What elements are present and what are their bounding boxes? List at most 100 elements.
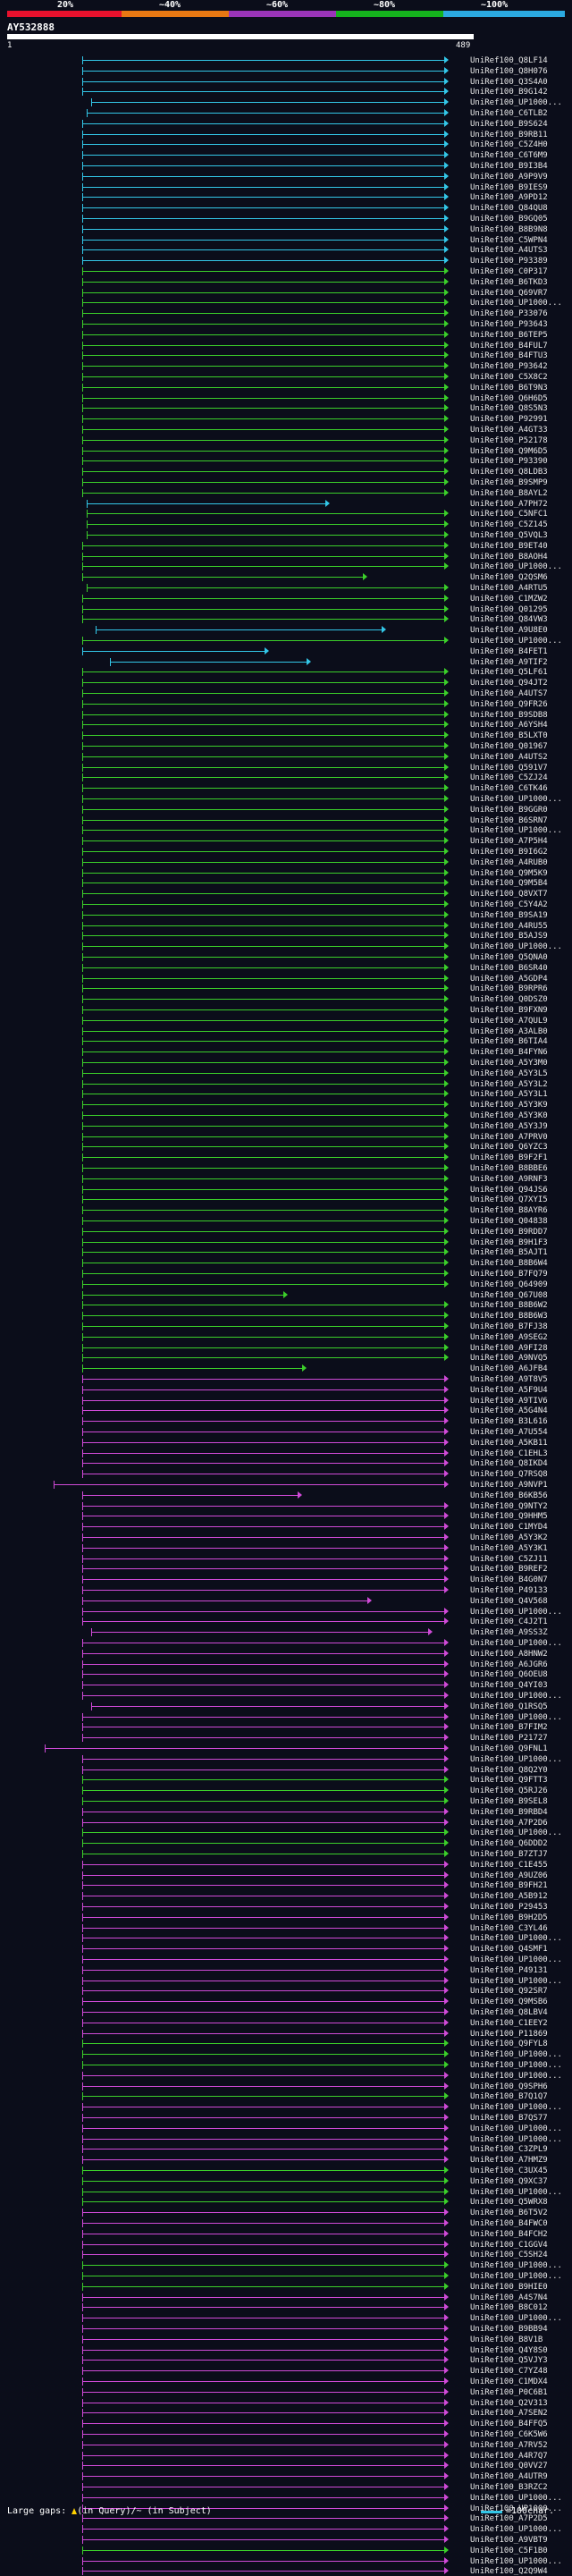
hit-label[interactable]: UniRef100_B9FXN9 bbox=[470, 1006, 548, 1015]
hit-label[interactable]: UniRef100_A7P2D5 bbox=[470, 2514, 548, 2523]
hit-label[interactable]: UniRef100_A7QUL9 bbox=[470, 1017, 548, 1026]
hit-row[interactable]: UniRef100_A9FI28 bbox=[0, 1343, 572, 1353]
hit-label[interactable]: UniRef100_A4RU55 bbox=[470, 922, 548, 931]
hit-row[interactable]: UniRef100_Q4SMF1 bbox=[0, 1944, 572, 1954]
hit-label[interactable]: UniRef100_A5Y3K9 bbox=[470, 1101, 548, 1110]
hit-alignment-bar[interactable] bbox=[82, 366, 445, 367]
hit-row[interactable]: UniRef100_A7P2D6 bbox=[0, 1818, 572, 1828]
hit-row[interactable]: UniRef100_P92991 bbox=[0, 414, 572, 424]
hit-row[interactable]: UniRef100_B9RDD7 bbox=[0, 1227, 572, 1237]
hit-row[interactable]: UniRef100_B6TEP5 bbox=[0, 330, 572, 340]
hit-label[interactable]: UniRef100_Q9M5K9 bbox=[470, 869, 548, 878]
hit-row[interactable]: UniRef100_B6T5V2 bbox=[0, 2208, 572, 2217]
hit-alignment-bar[interactable] bbox=[82, 2054, 445, 2055]
hit-row[interactable]: UniRef100_A4RU55 bbox=[0, 921, 572, 931]
hit-row[interactable]: UniRef100_Q9SPH6 bbox=[0, 2082, 572, 2091]
hit-label[interactable]: UniRef100_A9UZ06 bbox=[470, 1871, 548, 1880]
hit-row[interactable]: UniRef100_P93642 bbox=[0, 361, 572, 371]
hit-label[interactable]: UniRef100_A3ALB0 bbox=[470, 1027, 548, 1036]
hit-label[interactable]: UniRef100_A4RUB0 bbox=[470, 858, 548, 867]
hit-label[interactable]: UniRef100_B9H2D5 bbox=[470, 1913, 548, 1922]
hit-row[interactable]: UniRef100_A5F9U4 bbox=[0, 1385, 572, 1395]
hit-alignment-bar[interactable] bbox=[82, 893, 445, 894]
hit-alignment-bar[interactable] bbox=[82, 355, 445, 356]
hit-label[interactable]: UniRef100_Q67U08 bbox=[470, 1291, 548, 1300]
hit-alignment-bar[interactable] bbox=[82, 1442, 445, 1443]
hit-alignment-bar[interactable] bbox=[82, 1400, 445, 1401]
hit-alignment-bar[interactable] bbox=[82, 71, 445, 72]
hit-alignment-bar[interactable] bbox=[82, 2412, 445, 2413]
hit-label[interactable]: UniRef100_A5Y3J9 bbox=[470, 1122, 548, 1131]
hit-alignment-bar[interactable] bbox=[82, 155, 445, 156]
hit-row[interactable]: UniRef100_P49131 bbox=[0, 1965, 572, 1975]
hit-label[interactable]: UniRef100_B6KB56 bbox=[470, 1491, 548, 1500]
hit-alignment-bar[interactable] bbox=[82, 2561, 445, 2562]
hit-label[interactable]: UniRef100_A9TIV6 bbox=[470, 1397, 548, 1406]
hit-alignment-bar[interactable] bbox=[82, 1326, 445, 1327]
hit-label[interactable]: UniRef100_UP1000... bbox=[470, 637, 562, 646]
hit-alignment-bar[interactable] bbox=[82, 429, 445, 430]
hit-row[interactable]: UniRef100_C5WPN4 bbox=[0, 235, 572, 245]
hit-label[interactable]: UniRef100_UP1000... bbox=[470, 2188, 562, 2197]
hit-row[interactable]: UniRef100_B8B6W4 bbox=[0, 1258, 572, 1268]
hit-row[interactable]: UniRef100_B6T9N3 bbox=[0, 383, 572, 393]
hit-label[interactable]: UniRef100_C5X8C2 bbox=[470, 373, 548, 382]
hit-label[interactable]: UniRef100_P49133 bbox=[470, 1586, 548, 1595]
hit-row[interactable]: UniRef100_B6SR40 bbox=[0, 963, 572, 973]
hit-row[interactable]: UniRef100_A9NVQ5 bbox=[0, 1353, 572, 1363]
hit-alignment-bar[interactable] bbox=[82, 2392, 445, 2393]
hit-label[interactable]: UniRef100_A5G4N4 bbox=[470, 1406, 548, 1415]
hit-row[interactable]: UniRef100_B4FFQ5 bbox=[0, 2419, 572, 2428]
hit-label[interactable]: UniRef100_B9F2F1 bbox=[470, 1153, 548, 1162]
hit-alignment-bar[interactable] bbox=[82, 1928, 445, 1929]
hit-label[interactable]: UniRef100_A8HNW2 bbox=[470, 1650, 548, 1659]
hit-alignment-bar[interactable] bbox=[82, 2170, 445, 2171]
hit-row[interactable]: UniRef100_B6KB56 bbox=[0, 1491, 572, 1500]
hit-row[interactable]: UniRef100_Q5VJY3 bbox=[0, 2355, 572, 2365]
hit-row[interactable]: UniRef100_A6JGR6 bbox=[0, 1660, 572, 1669]
hit-alignment-bar[interactable] bbox=[82, 1126, 445, 1127]
hit-label[interactable]: UniRef100_A6YSH4 bbox=[470, 721, 548, 730]
hit-label[interactable]: UniRef100_B9RB11 bbox=[470, 131, 548, 139]
hit-row[interactable]: UniRef100_Q5WRX8 bbox=[0, 2197, 572, 2207]
hit-alignment-bar[interactable] bbox=[87, 513, 445, 514]
hit-label[interactable]: UniRef100_A6JGR6 bbox=[470, 1660, 548, 1669]
hit-row[interactable]: UniRef100_Q5VQL3 bbox=[0, 530, 572, 540]
hit-row[interactable]: UniRef100_Q69VR7 bbox=[0, 288, 572, 298]
hit-row[interactable]: UniRef100_Q01967 bbox=[0, 741, 572, 751]
hit-label[interactable]: UniRef100_C5WPN4 bbox=[470, 236, 548, 245]
hit-alignment-bar[interactable] bbox=[82, 556, 445, 557]
hit-row[interactable]: UniRef100_UP1000... bbox=[0, 2187, 572, 2197]
hit-alignment-bar[interactable] bbox=[82, 387, 445, 388]
hit-alignment-bar[interactable] bbox=[82, 292, 445, 293]
hit-row[interactable]: UniRef100_B8AOH4 bbox=[0, 552, 572, 562]
hit-alignment-bar[interactable] bbox=[82, 1948, 445, 1949]
hit-label[interactable]: UniRef100_Q8LF14 bbox=[470, 56, 548, 65]
hit-label[interactable]: UniRef100_Q5WRX8 bbox=[470, 2198, 548, 2207]
hit-row[interactable]: UniRef100_UP1000... bbox=[0, 1638, 572, 1648]
hit-alignment-bar[interactable] bbox=[82, 1178, 445, 1179]
hit-row[interactable]: UniRef100_C5X8C2 bbox=[0, 372, 572, 382]
hit-label[interactable]: UniRef100_Q0VV27 bbox=[470, 2462, 548, 2470]
hit-row[interactable]: UniRef100_UP1000... bbox=[0, 2049, 572, 2059]
hit-row[interactable]: UniRef100_C6K5W6 bbox=[0, 2429, 572, 2439]
hit-alignment-bar[interactable] bbox=[54, 1484, 444, 1485]
hit-label[interactable]: UniRef100_B6TIA4 bbox=[470, 1037, 548, 1046]
hit-label[interactable]: UniRef100_P11869 bbox=[470, 2030, 548, 2039]
hit-row[interactable]: UniRef100_Q94JT2 bbox=[0, 678, 572, 688]
hit-row[interactable]: UniRef100_Q6YZC3 bbox=[0, 1142, 572, 1152]
hit-row[interactable]: UniRef100_A7QUL9 bbox=[0, 1016, 572, 1026]
hit-alignment-bar[interactable] bbox=[82, 1273, 445, 1274]
hit-row[interactable]: UniRef100_B9SDB8 bbox=[0, 710, 572, 720]
hit-alignment-bar[interactable] bbox=[82, 1590, 445, 1591]
hit-label[interactable]: UniRef100_B4FYN6 bbox=[470, 1048, 548, 1057]
hit-label[interactable]: UniRef100_B6SR40 bbox=[470, 964, 548, 973]
hit-row[interactable]: UniRef100_A4UTS7 bbox=[0, 688, 572, 698]
hit-row[interactable]: UniRef100_C5Y4A2 bbox=[0, 899, 572, 909]
hit-row[interactable]: UniRef100_Q4V568 bbox=[0, 1596, 572, 1606]
hit-alignment-bar[interactable] bbox=[82, 282, 445, 283]
hit-row[interactable]: UniRef100_A4RTU5 bbox=[0, 583, 572, 593]
hit-row[interactable]: UniRef100_Q9XC37 bbox=[0, 2176, 572, 2186]
hit-alignment-bar[interactable] bbox=[91, 1706, 444, 1707]
hit-label[interactable]: UniRef100_B7Q1Q7 bbox=[470, 2092, 548, 2101]
